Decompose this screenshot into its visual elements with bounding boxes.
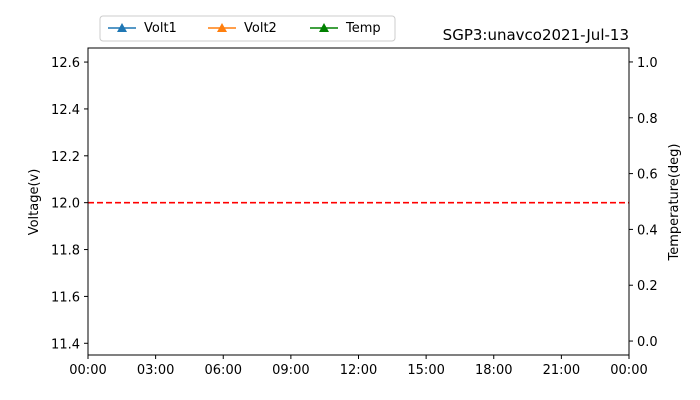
- x-tick-label: 21:00: [543, 363, 580, 378]
- y-axis-right: 0.0 0.2 0.4 0.6 0.8 1.0: [629, 56, 658, 350]
- legend: Volt1 Volt2 Temp: [99, 15, 396, 42]
- y-axis-left: 11.4 11.6 11.8 12.0 12.2 12.4 12.6: [51, 56, 88, 352]
- x-tick-label: 12:00: [340, 363, 377, 378]
- legend-label-volt2: Volt2: [244, 21, 277, 36]
- legend-label-volt1: Volt1: [144, 21, 177, 36]
- plot-area: [87, 47, 630, 356]
- x-tick-label: 03:00: [137, 363, 174, 378]
- y-left-tick-label: 12.6: [51, 56, 80, 71]
- y-axis-right-label: Temperature(deg): [667, 144, 682, 262]
- x-tick-label: 00:00: [610, 363, 647, 378]
- triangle-marker-icon: [217, 23, 227, 32]
- y-left-tick-label: 11.4: [51, 337, 80, 352]
- chart-title: SGP3:unavco2021-Jul-13: [443, 26, 629, 44]
- y-right-tick-label: 0.4: [637, 223, 658, 238]
- x-tick-label: 06:00: [205, 363, 242, 378]
- legend-box: [99, 15, 396, 42]
- x-tick-label: 00:00: [69, 363, 106, 378]
- triangle-marker-icon: [319, 23, 329, 32]
- y-right-tick-label: 1.0: [637, 56, 658, 71]
- y-left-tick-label: 12.4: [51, 103, 80, 118]
- y-axis-left-label: Voltage(v): [27, 169, 42, 236]
- x-axis: 00:00 03:00 06:00 09:00 12:00 15:00 18:00 21:00…: [69, 355, 648, 378]
- x-tick-label: 18:00: [475, 363, 512, 378]
- y-left-tick-label: 12.0: [51, 197, 80, 212]
- y-left-tick-label: 11.6: [51, 290, 80, 305]
- y-left-tick-label: 11.8: [51, 244, 80, 259]
- y-right-tick-label: 0.6: [637, 168, 658, 183]
- y-left-tick-label: 12.2: [51, 150, 80, 165]
- plot-frame: [87, 47, 630, 356]
- y-right-tick-label: 0.2: [637, 279, 658, 294]
- y-right-tick-label: 0.8: [637, 112, 658, 127]
- x-tick-label: 15:00: [407, 363, 444, 378]
- triangle-marker-icon: [117, 23, 127, 32]
- x-tick-label: 09:00: [272, 363, 309, 378]
- y-right-tick-label: 0.0: [637, 335, 658, 350]
- legend-label-temp: Temp: [345, 21, 381, 36]
